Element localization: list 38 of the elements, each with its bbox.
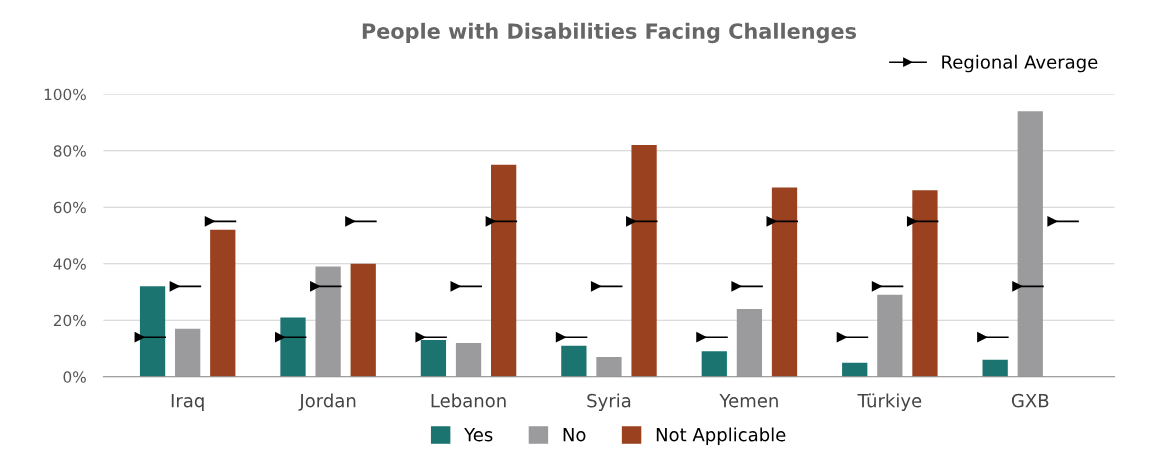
bar <box>420 340 447 377</box>
y-tick-label: 0% <box>63 371 86 383</box>
chart-title: People with Disabilities Facing Challenges <box>362 22 857 44</box>
bar <box>139 286 166 377</box>
legend-label: Not Applicable <box>656 427 786 445</box>
x-tick-label: Syria <box>587 393 631 411</box>
bar <box>596 357 622 377</box>
x-tick-label: Türkiye <box>857 393 922 411</box>
bar <box>1017 111 1043 377</box>
y-tick-label: 60% <box>53 201 86 214</box>
x-tick-label: Iraq <box>171 394 204 411</box>
legend-label: No <box>563 428 586 442</box>
x-tick-label: Jordan <box>298 393 356 411</box>
legend-label: Regional Average <box>942 54 1098 73</box>
bar <box>912 190 938 377</box>
y-tick-label: 100% <box>44 88 86 101</box>
bar <box>877 294 903 377</box>
x-tick-label: Yemen <box>719 394 778 408</box>
x-tick-label: GXB <box>1011 393 1049 408</box>
bar <box>701 351 727 377</box>
bar <box>315 266 341 377</box>
bar <box>175 328 201 377</box>
bar <box>280 317 306 377</box>
bar <box>631 145 657 377</box>
bar <box>982 359 1008 377</box>
bar <box>210 229 236 377</box>
bar <box>771 187 798 377</box>
y-tick-label: 20% <box>53 314 86 327</box>
bar <box>455 342 482 377</box>
x-tick-label: Lebanon <box>431 393 506 408</box>
bar <box>842 362 868 377</box>
bar <box>736 308 763 377</box>
y-tick-label: 80% <box>53 145 86 157</box>
bar <box>491 164 517 377</box>
bar <box>350 263 376 377</box>
legend-label: Yes <box>464 428 493 442</box>
y-tick-label: 40% <box>53 258 86 270</box>
bar <box>561 345 587 377</box>
